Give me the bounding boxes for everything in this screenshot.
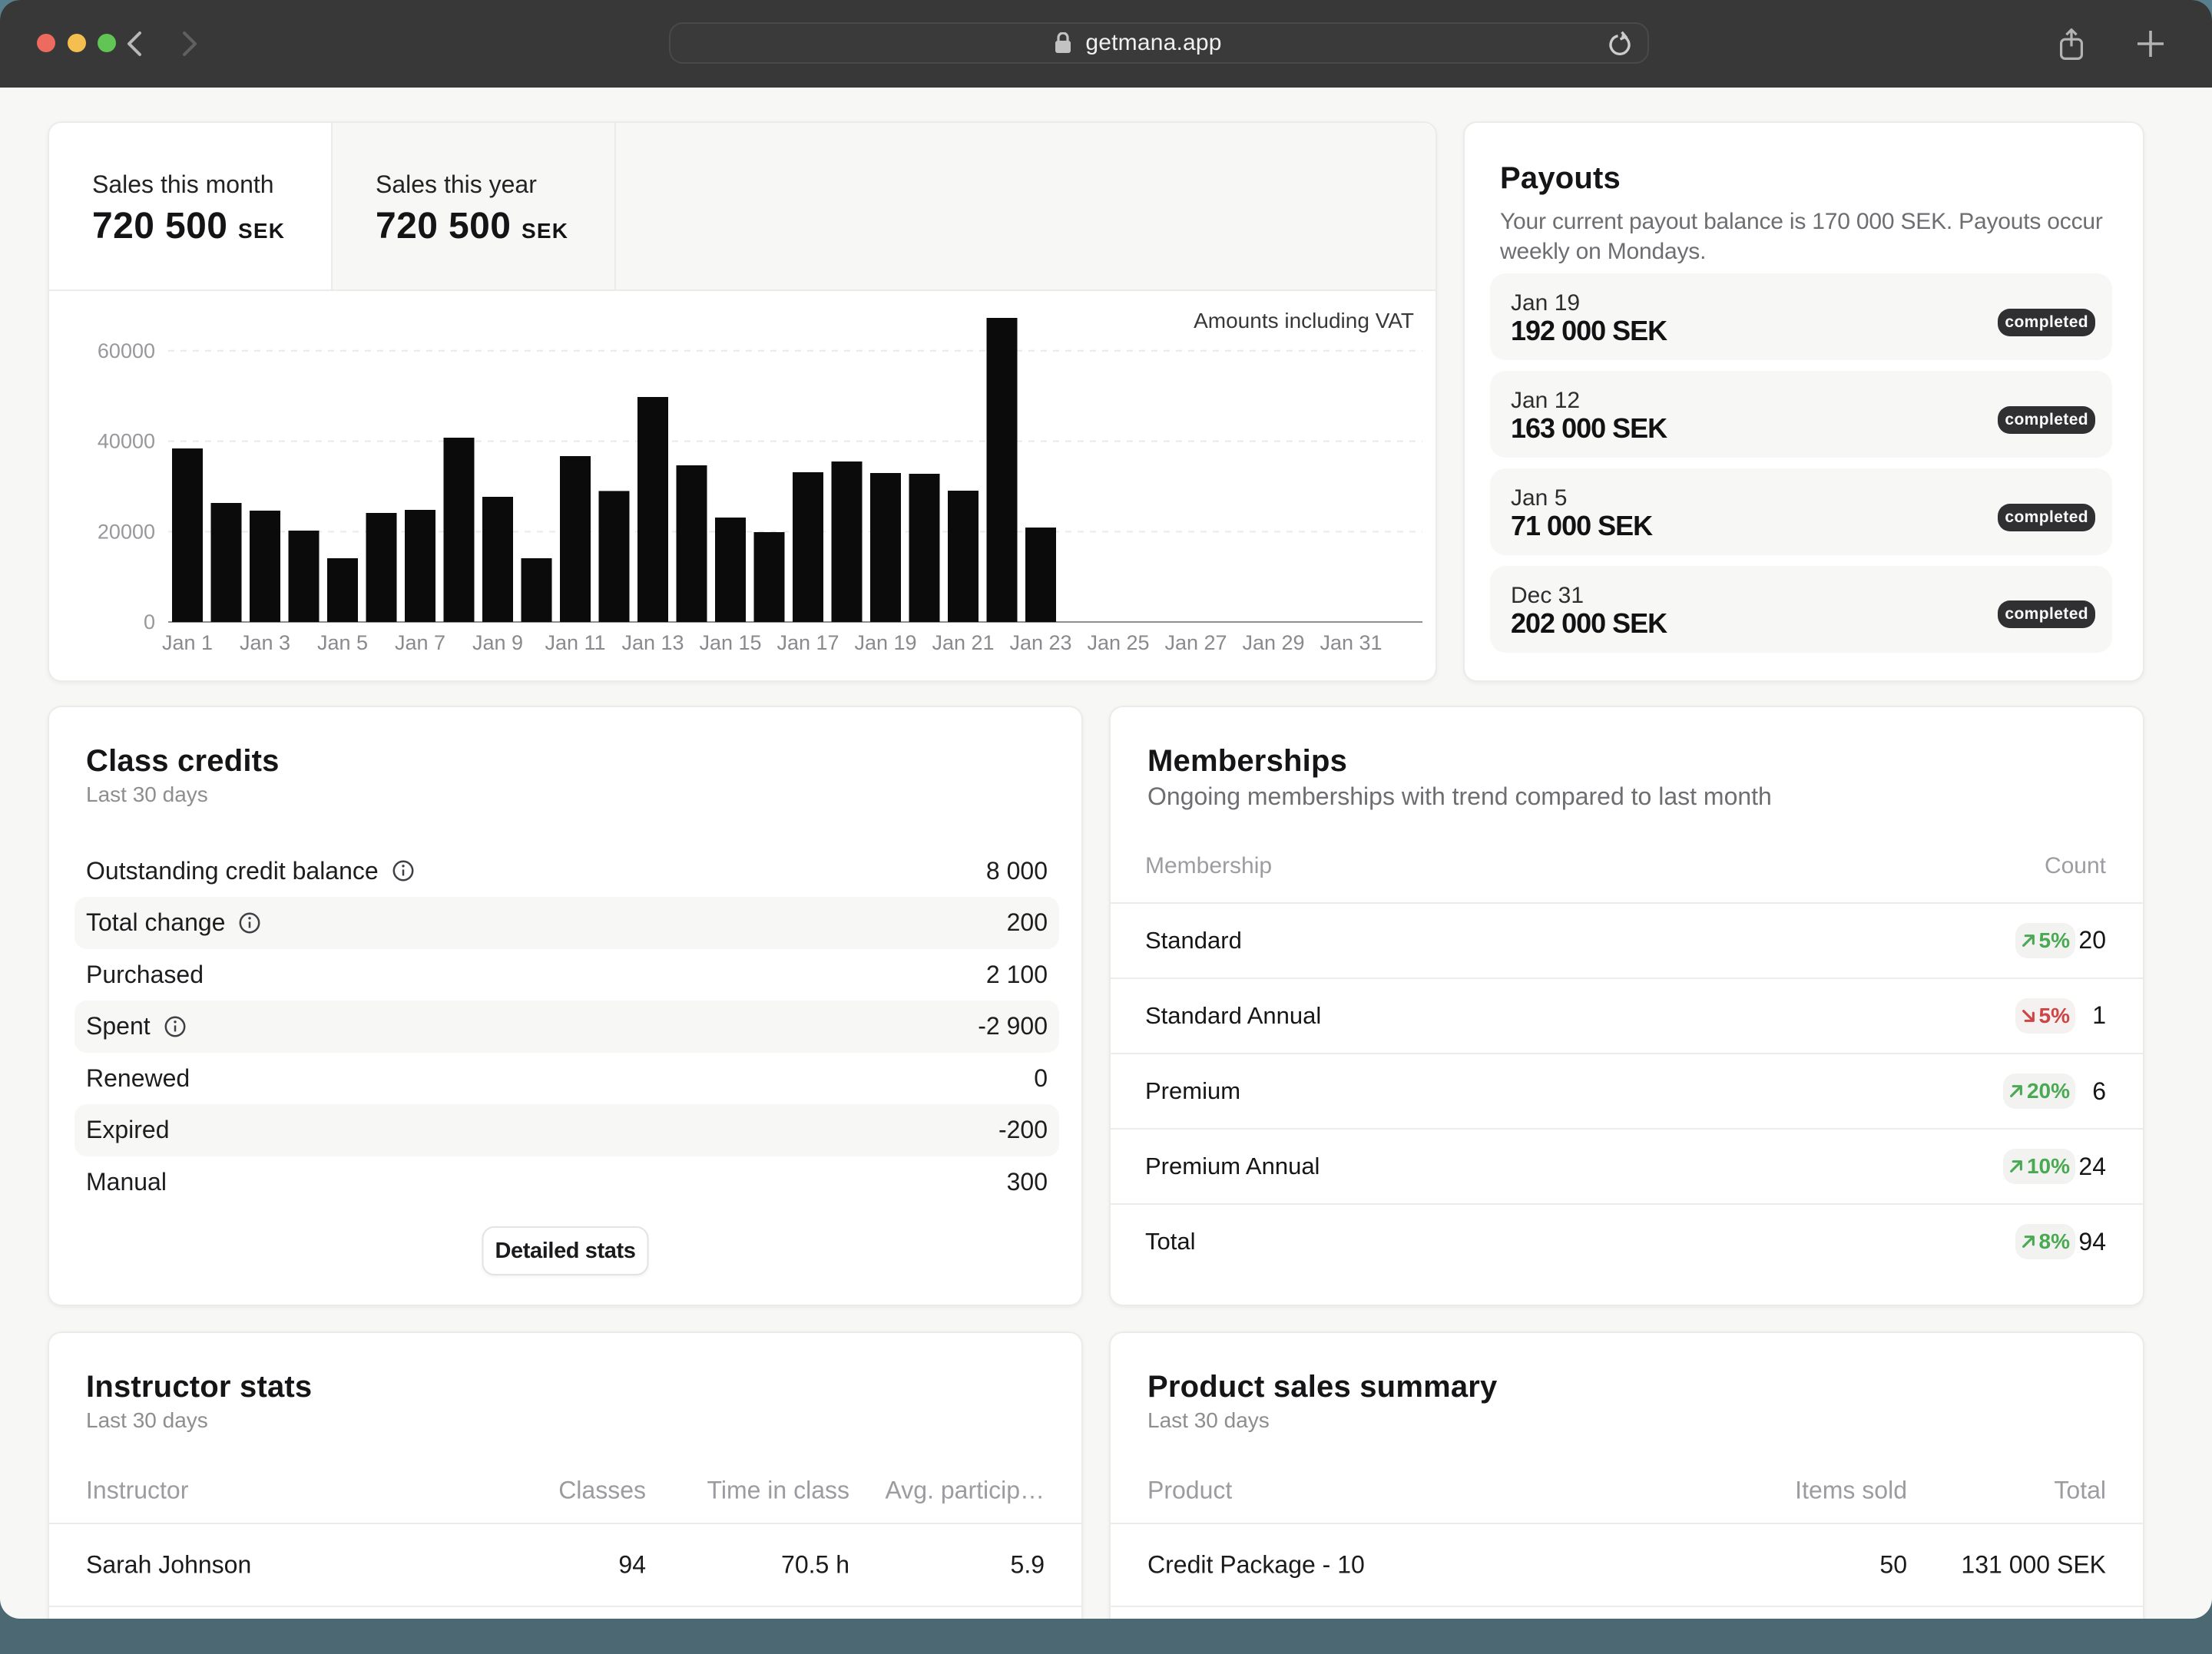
- svg-text:Jan 5: Jan 5: [317, 631, 368, 654]
- svg-text:Jan 23: Jan 23: [1009, 631, 1071, 654]
- svg-text:Jan 17: Jan 17: [777, 631, 839, 654]
- svg-text:Jan 27: Jan 27: [1164, 631, 1227, 654]
- svg-text:Jan 1: Jan 1: [162, 631, 213, 654]
- svg-text:Jan 15: Jan 15: [699, 631, 761, 654]
- svg-text:Jan 9: Jan 9: [472, 631, 523, 654]
- svg-text:0: 0: [144, 610, 155, 633]
- svg-text:Jan 3: Jan 3: [240, 631, 290, 654]
- svg-text:Jan 7: Jan 7: [395, 631, 445, 654]
- svg-text:Jan 25: Jan 25: [1087, 631, 1149, 654]
- svg-text:Jan 19: Jan 19: [854, 631, 916, 654]
- svg-text:Jan 11: Jan 11: [545, 631, 605, 654]
- svg-text:20000: 20000: [98, 520, 155, 543]
- svg-text:40000: 40000: [98, 430, 155, 453]
- svg-text:Jan 21: Jan 21: [932, 631, 994, 654]
- svg-text:Jan 13: Jan 13: [621, 631, 684, 654]
- svg-text:Jan 29: Jan 29: [1242, 631, 1304, 654]
- svg-text:60000: 60000: [98, 339, 155, 362]
- svg-text:Jan 31: Jan 31: [1320, 631, 1382, 654]
